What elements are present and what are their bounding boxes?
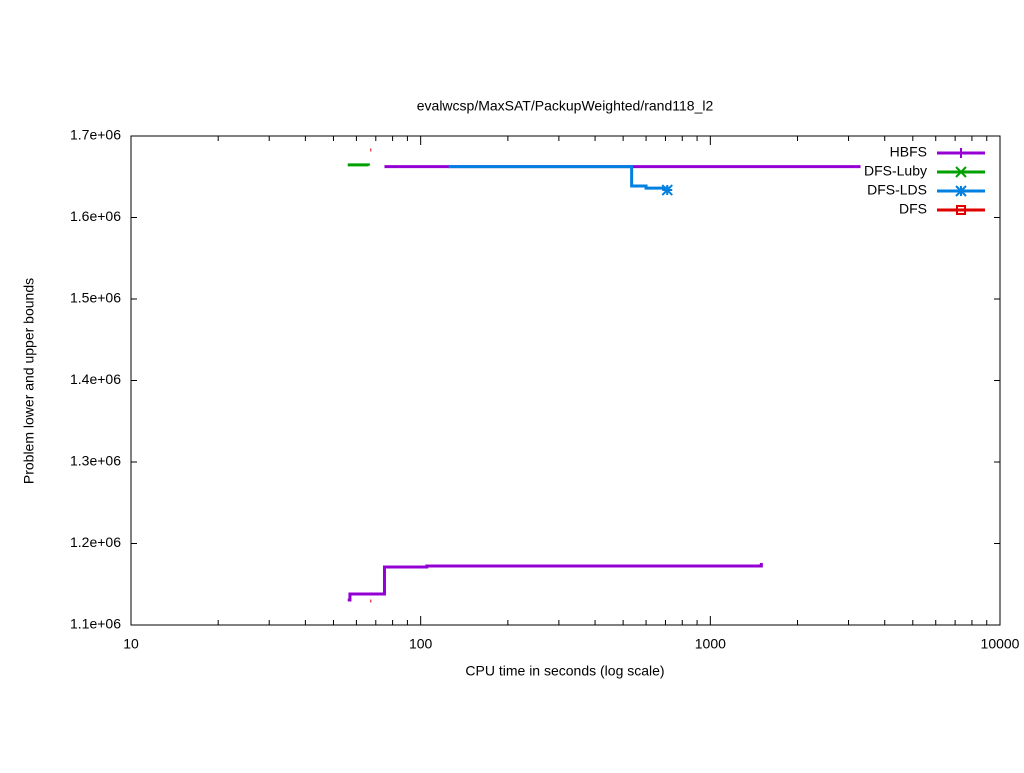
legend-label: DFS <box>899 201 927 217</box>
legend-marker <box>955 166 967 178</box>
x-tick-label: 10 <box>123 636 139 652</box>
series-line <box>370 148 372 603</box>
series-line <box>347 163 370 167</box>
x-axis-label: CPU time in seconds (log scale) <box>465 663 664 679</box>
point-marker <box>661 184 673 196</box>
legend-label: DFS-LDS <box>867 182 927 198</box>
legend-marker <box>956 205 966 215</box>
y-tick-label: 1.2e+06 <box>70 534 121 550</box>
legend-marker <box>956 148 966 158</box>
y-tick-label: 1.1e+06 <box>70 616 121 632</box>
y-tick-label: 1.4e+06 <box>70 371 121 387</box>
x-tick-label: 100 <box>409 636 433 652</box>
y-tick-label: 1.6e+06 <box>70 208 121 224</box>
plot-frame <box>130 135 1001 626</box>
x-tick-label: 1000 <box>695 636 726 652</box>
legend-marker <box>955 185 967 197</box>
x-tick-label: 10000 <box>981 636 1020 652</box>
series-line <box>347 165 861 602</box>
chart-title: evalwcsp/MaxSAT/PackupWeighted/rand118_l… <box>417 98 714 114</box>
series-line <box>448 165 669 191</box>
y-tick-label: 1.7e+06 <box>70 127 121 143</box>
legend-label: HBFS <box>890 144 927 160</box>
legend-label: DFS-Luby <box>864 163 927 179</box>
y-tick-label: 1.3e+06 <box>70 453 121 469</box>
y-axis-label: Problem lower and upper bounds <box>21 278 37 484</box>
y-tick-label: 1.5e+06 <box>70 290 121 306</box>
